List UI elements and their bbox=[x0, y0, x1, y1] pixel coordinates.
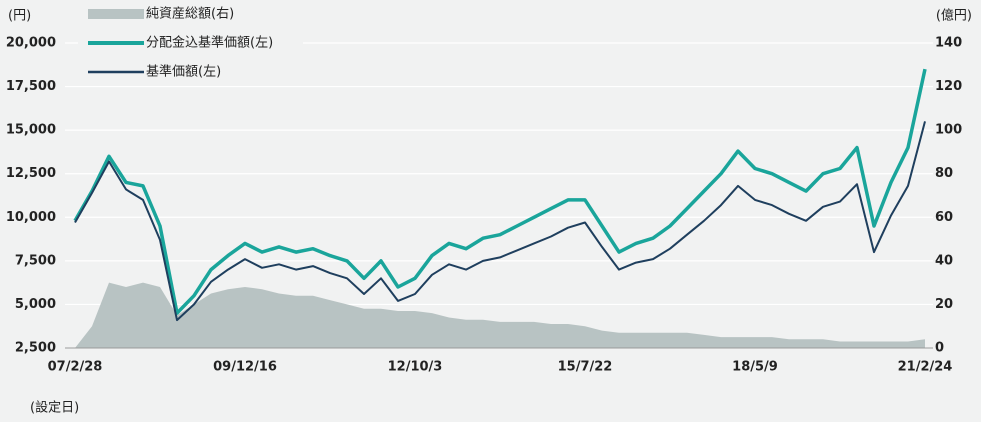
legend-swatch bbox=[88, 9, 144, 19]
x-tick-label: 12/10/3 bbox=[388, 360, 443, 375]
y2-tick-label: 60 bbox=[935, 210, 953, 225]
y-tick-label: 7,500 bbox=[15, 253, 56, 268]
x-tick-label: 07/2/28 bbox=[48, 360, 103, 375]
legend-label: 純資産総額(右) bbox=[146, 6, 234, 22]
legend-label: 分配金込基準価額(左) bbox=[146, 35, 273, 51]
line bbox=[73, 68, 927, 315]
y2-tick-label: 20 bbox=[935, 297, 953, 312]
y2-tick-label: 120 bbox=[935, 79, 962, 94]
x-note: (設定日) bbox=[30, 400, 79, 416]
x-tick-label: 18/5/9 bbox=[732, 360, 778, 375]
area bbox=[75, 282, 925, 348]
y-tick-label: 12,500 bbox=[6, 166, 56, 181]
y-tick-label: 5,000 bbox=[15, 297, 56, 312]
y2-tick-label: 140 bbox=[935, 36, 962, 51]
y2-unit: (億円) bbox=[936, 8, 972, 24]
x-tick-label: 15/7/22 bbox=[558, 360, 613, 375]
y2-tick-label: 80 bbox=[935, 166, 953, 181]
y-tick-label: 2,500 bbox=[15, 341, 56, 356]
line bbox=[74, 121, 926, 322]
y2-tick-label: 0 bbox=[935, 341, 944, 356]
x-tick-label: 09/12/16 bbox=[213, 360, 277, 375]
x-tick-label: 21/2/24 bbox=[898, 360, 953, 375]
y-tick-label: 17,500 bbox=[6, 79, 56, 94]
y2-tick-label: 40 bbox=[935, 253, 953, 268]
legend-label: 基準価額(左) bbox=[146, 64, 221, 80]
y-tick-label: 20,000 bbox=[6, 36, 56, 51]
y-tick-label: 15,000 bbox=[6, 123, 56, 138]
y-tick-label: 10,000 bbox=[6, 210, 56, 225]
y2-tick-label: 100 bbox=[935, 123, 962, 138]
y-unit: (円) bbox=[8, 9, 31, 24]
